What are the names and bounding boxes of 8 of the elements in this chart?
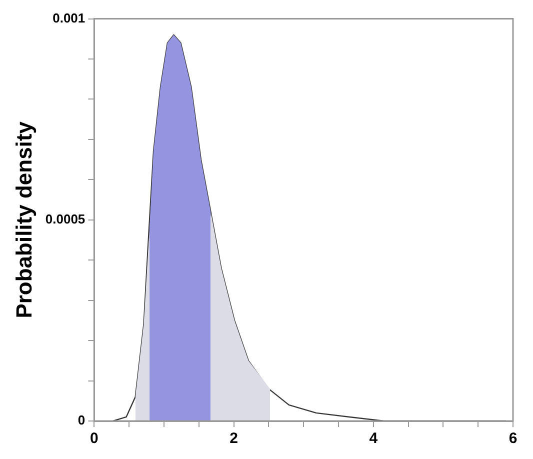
y-tick-label: 0.001 <box>52 10 86 26</box>
y-axis-title: Probability density <box>11 120 36 318</box>
x-tick-label: 6 <box>508 430 518 448</box>
x-tick-label: 4 <box>369 430 378 448</box>
x-tick-label: 0 <box>90 430 98 448</box>
x-tick-label: 2 <box>230 430 238 448</box>
y-tick-label: 0.0005 <box>45 211 86 226</box>
y-tick-label: 0 <box>78 412 86 428</box>
